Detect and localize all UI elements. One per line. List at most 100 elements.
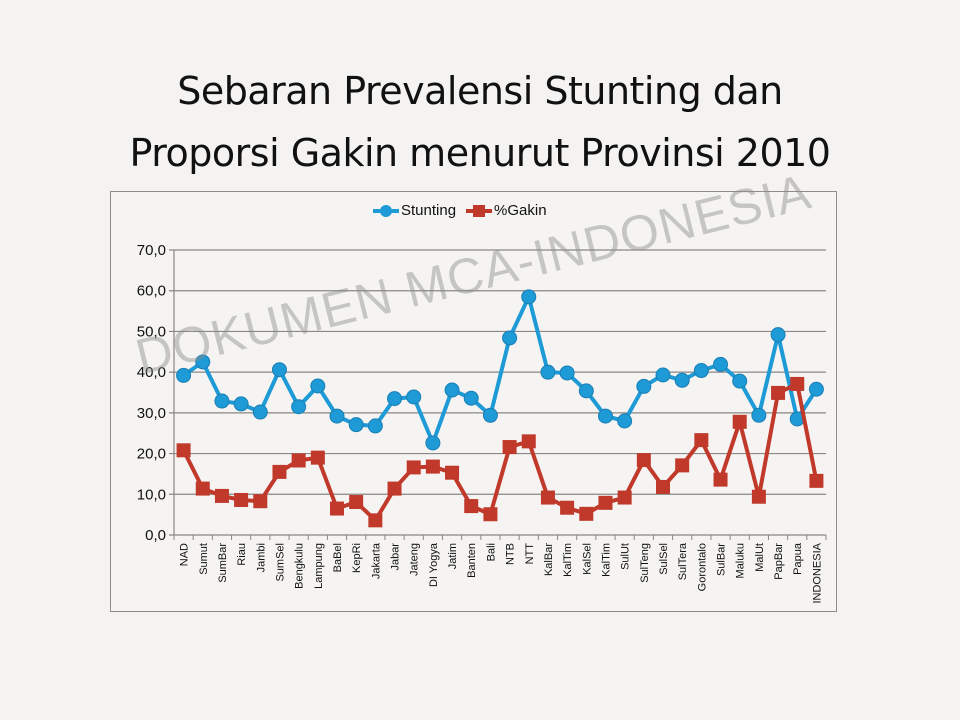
data-point	[425, 459, 440, 474]
data-point	[310, 378, 326, 394]
y-tick-label: 30,0	[137, 405, 166, 422]
data-point	[387, 481, 402, 496]
x-tick-label: KalTim	[600, 543, 612, 577]
y-tick-label: 20,0	[137, 446, 166, 463]
data-point	[406, 389, 422, 405]
data-point	[579, 506, 594, 521]
data-point	[214, 488, 229, 503]
x-tick-label: Gorontalo	[696, 543, 708, 591]
data-point	[502, 330, 518, 346]
x-tick-label: Banten	[466, 543, 478, 578]
data-point	[195, 354, 211, 370]
data-point	[272, 464, 287, 479]
data-point	[310, 450, 325, 465]
circle-marker-icon	[373, 204, 399, 218]
data-point	[578, 383, 594, 399]
data-point	[483, 507, 498, 522]
data-point	[233, 396, 249, 412]
data-point	[617, 413, 633, 429]
x-tick-label: KalTim	[562, 543, 574, 577]
x-tick-label: Jabar	[390, 543, 402, 571]
data-point	[770, 327, 786, 343]
data-point	[253, 494, 268, 509]
data-point	[406, 460, 421, 475]
data-point	[694, 433, 709, 448]
x-tick-label: PapBar	[773, 543, 785, 580]
legend-label-gakin: %Gakin	[494, 202, 547, 219]
data-point	[329, 408, 345, 424]
data-point	[655, 367, 671, 383]
data-point	[482, 407, 498, 423]
x-tick-label: DI Yogya	[428, 542, 440, 587]
data-point	[349, 495, 364, 510]
slide-title: Sebaran Prevalensi Stunting dan Proporsi…	[0, 60, 960, 184]
slide-title-line-2: Proporsi Gakin menurut Provinsi 2010	[129, 131, 831, 175]
chart-container: Stunting %Gakin 0,0 10,0 20,0 30,0 40,0 50,0 6…	[110, 191, 837, 612]
x-tick-label: Jambi	[255, 543, 267, 572]
x-tick-label: Jakarta	[370, 542, 382, 579]
data-point	[808, 381, 824, 397]
data-point	[252, 404, 268, 420]
data-point	[751, 407, 767, 423]
data-point	[790, 376, 805, 391]
x-tick-label: MalUt	[754, 543, 766, 572]
data-point	[367, 418, 383, 434]
data-point	[617, 490, 632, 505]
data-point	[693, 363, 709, 379]
x-tick-label: NTB	[505, 543, 517, 565]
data-point	[291, 453, 306, 468]
data-point	[771, 385, 786, 400]
data-point	[444, 382, 460, 398]
data-point	[713, 356, 729, 372]
square-marker-icon	[466, 204, 493, 218]
y-tick-label: 10,0	[137, 486, 166, 503]
x-tick-label: SulTera	[677, 542, 689, 580]
data-point	[560, 500, 575, 515]
x-tick-label: Jateng	[409, 543, 421, 576]
data-point	[636, 378, 652, 394]
data-point	[540, 364, 556, 380]
x-tick-label: KalBar	[543, 543, 555, 576]
x-tick-label: NTT	[524, 543, 536, 565]
legend-item-stunting: Stunting	[373, 202, 456, 219]
data-point	[464, 499, 479, 514]
x-tick-label: Sumut	[198, 543, 210, 575]
line-chart-plot: 0,0 10,0 20,0 30,0 40,0 50,0 60,0 70,0 NAD Sumut S…	[137, 242, 827, 604]
chart-legend: Stunting %Gakin	[373, 202, 547, 219]
data-point	[597, 408, 613, 424]
data-point	[732, 414, 747, 429]
x-tick-label: SumSel	[274, 543, 286, 582]
data-point	[387, 391, 403, 407]
data-point	[598, 495, 613, 510]
x-tick-label: SulSel	[658, 543, 670, 575]
legend-label-stunting: Stunting	[401, 202, 457, 219]
x-tick-label: Bali	[485, 543, 497, 561]
x-tick-label: KepRi	[351, 543, 363, 573]
x-tick-label: Riau	[236, 543, 248, 566]
data-point	[195, 481, 210, 496]
data-point	[291, 399, 307, 415]
data-point	[713, 472, 728, 487]
data-point	[656, 479, 670, 494]
x-tick-label: INDONESIA	[811, 542, 823, 603]
data-point	[502, 440, 517, 455]
x-tick-label: SulUt	[620, 543, 632, 570]
data-point	[751, 489, 766, 504]
series-line-stunting	[182, 294, 819, 445]
data-point	[425, 435, 441, 451]
data-point	[675, 458, 690, 473]
data-point	[271, 362, 287, 378]
data-point	[176, 443, 191, 458]
x-tick-label: SumBar	[217, 543, 229, 583]
x-tick-label: Maluku	[735, 543, 747, 578]
y-tick-label: 50,0	[137, 323, 166, 340]
x-tick-label: Bengkulu	[294, 543, 306, 589]
y-tick-label: 0,0	[145, 527, 166, 544]
data-point	[809, 473, 824, 488]
x-tick-label: NAD	[179, 543, 191, 566]
data-point	[234, 492, 249, 507]
data-point	[330, 501, 344, 516]
y-tick-label: 60,0	[137, 283, 166, 300]
data-point	[636, 453, 651, 468]
data-point	[445, 465, 460, 480]
